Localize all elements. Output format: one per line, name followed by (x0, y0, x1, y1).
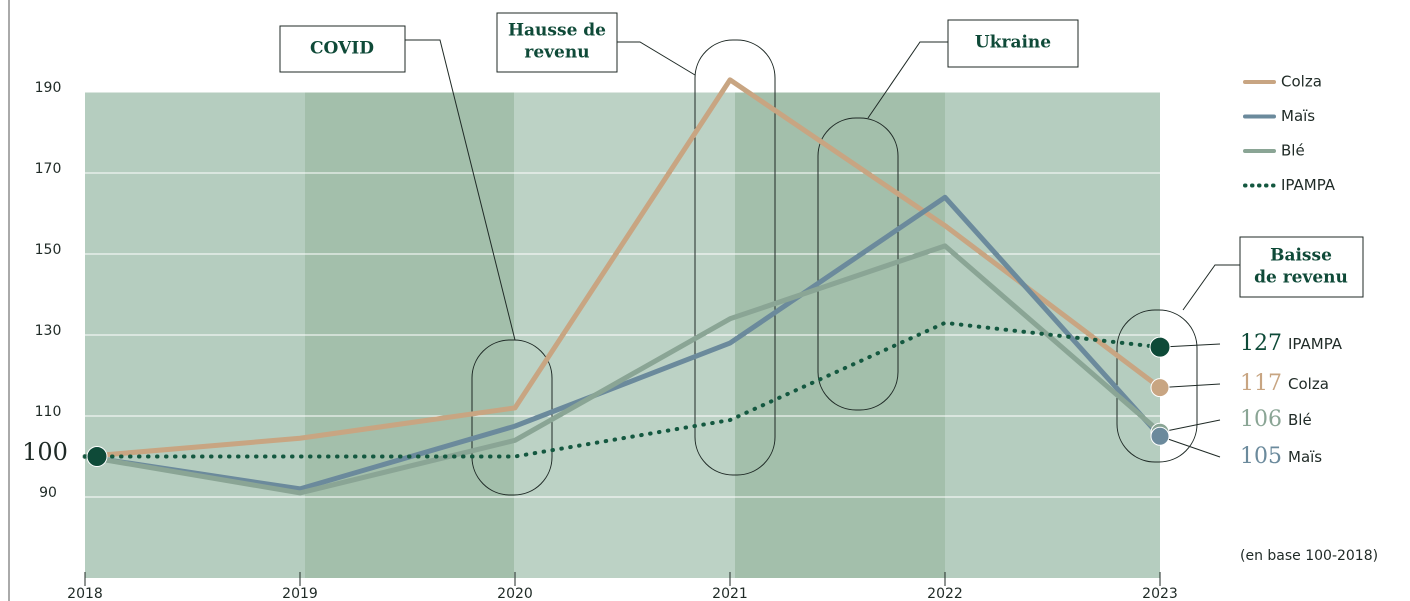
y-tick-label: 170 (35, 161, 62, 177)
note: (en base 100-2018) (1240, 548, 1378, 564)
x-tick-label: 2020 (497, 586, 533, 601)
annotation-box (1239, 236, 1364, 298)
annotation-text: Hausse de (508, 21, 606, 41)
end-value-label: 105 Maïs (1240, 444, 1322, 469)
series-line (83, 320, 1162, 459)
leader-line (617, 41, 696, 76)
x-tick-label: 2019 (282, 586, 318, 601)
annotation-text: Ukraine (975, 33, 1051, 53)
series-line (82, 243, 1163, 496)
series-line (82, 194, 1163, 492)
end-value: 117 (1240, 371, 1282, 396)
x-tick-label: 2018 (67, 586, 103, 601)
end-name: Blé (1288, 411, 1312, 429)
highlight-pill (694, 39, 776, 476)
x-tick-label: 2022 (927, 586, 963, 601)
end-value-label: 127 IPAMPA (1240, 331, 1343, 356)
end-name: Maïs (1288, 448, 1322, 466)
leader-line (405, 39, 516, 341)
annotation-box (279, 25, 406, 73)
leader-line (867, 41, 948, 119)
end-dot (1149, 336, 1171, 358)
annotation-box (496, 12, 618, 73)
legend-label: Maïs (1281, 107, 1315, 125)
start-value-label: 100 (22, 438, 68, 466)
annotation-shapes (279, 12, 1364, 496)
end-leader (1159, 383, 1221, 389)
x-tick-label: 2023 (1142, 586, 1178, 601)
annotation-text: Baisse (1270, 246, 1332, 266)
legend-label: Colza (1281, 73, 1322, 91)
y-tick-label: 130 (35, 323, 62, 339)
y-tick-label: 150 (35, 242, 62, 258)
annotation-text: COVID (310, 39, 374, 59)
annotation-box (947, 19, 1079, 68)
legend-label: Blé (1281, 142, 1305, 160)
series-line (82, 77, 1163, 459)
legend-label: IPAMPA (1281, 176, 1336, 194)
end-leader (1159, 435, 1221, 458)
end-dot (1150, 426, 1170, 446)
end-value: 106 (1240, 407, 1282, 432)
annotation-text: revenu (524, 43, 589, 63)
start-dot (86, 446, 108, 467)
end-value-label: 106 Blé (1240, 407, 1312, 432)
annotation-text: de revenu (1254, 268, 1348, 288)
end-name: IPAMPA (1288, 335, 1343, 353)
end-dot (1150, 378, 1170, 398)
leader-line (1182, 264, 1240, 311)
end-leader (1159, 419, 1221, 433)
y-tick-label: 110 (35, 404, 62, 420)
end-value: 105 (1240, 444, 1282, 469)
end-value-label: 117 Colza (1240, 371, 1329, 396)
grid (85, 91, 1160, 498)
y-tick-label: 190 (35, 80, 62, 96)
end-name: Colza (1288, 375, 1329, 393)
end-value: 127 (1240, 331, 1282, 356)
y-tick-label: 90 (39, 485, 57, 501)
x-tick-label: 2021 (712, 586, 748, 601)
